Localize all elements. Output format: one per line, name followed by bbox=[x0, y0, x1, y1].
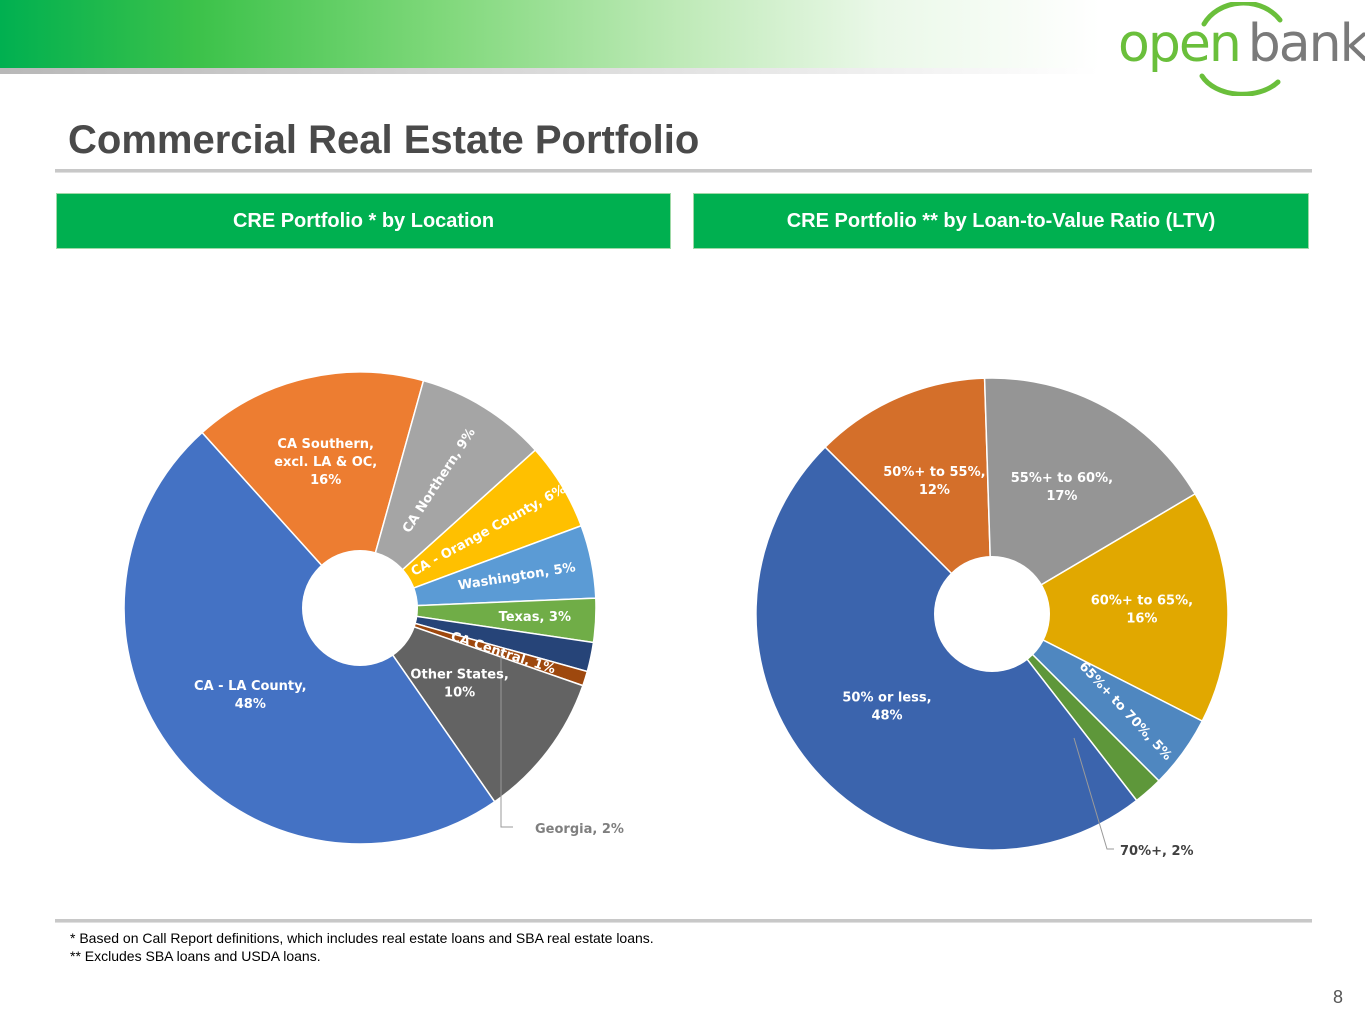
location-pie-chart: CA Southern, excl. LA & OC, 16% CA Northern… bbox=[123, 371, 624, 845]
pie-slice-ca-northern bbox=[358, 379, 537, 611]
header-band-shadow bbox=[0, 68, 1100, 74]
logo-open-text: open bbox=[1118, 14, 1242, 74]
footnote-1: * Based on Call Report definitions, whic… bbox=[70, 930, 654, 946]
header-gradient-band bbox=[0, 0, 1100, 70]
pie-slice-ca-southern-excl-la-oc bbox=[201, 371, 425, 610]
footnotes: * Based on Call Report definitions, whic… bbox=[70, 929, 654, 965]
data-label-60-to-65: 60%+ to 65%, 16% bbox=[1091, 593, 1193, 626]
leader-line-georgia bbox=[500, 650, 513, 828]
footnote-divider bbox=[55, 919, 1312, 922]
data-label-other-states: Other States, 10% bbox=[410, 667, 508, 700]
data-label-texas: Texas, 3% bbox=[499, 610, 571, 625]
pie-slice-ca-la-county bbox=[123, 431, 496, 845]
data-label-70: 70%+, 2% bbox=[1120, 844, 1194, 859]
data-label-50-to-55: 50%+ to 55%, 12% bbox=[883, 464, 985, 497]
data-label-georgia: Georgia, 2% bbox=[535, 822, 624, 837]
ltv-pie-chart: 50%+ to 55%, 12% 55%+ to 60%, 17% 60%+ to 65… bbox=[755, 377, 1229, 859]
pie-center-hole bbox=[302, 550, 418, 666]
ltv-panel-header: CRE Portfolio ** by Loan-to-Value Ratio … bbox=[693, 193, 1309, 249]
data-label-55-to-60: 55%+ to 60%, 17% bbox=[1011, 470, 1113, 503]
pie-slice-50-to-55 bbox=[824, 377, 993, 616]
pie-slice-60-to-65 bbox=[990, 492, 1229, 723]
location-panel-header: CRE Portfolio * by Location bbox=[56, 193, 671, 249]
data-label-ca-southern-excl-la-oc: CA Southern, excl. LA & OC, 16% bbox=[274, 437, 377, 488]
logo-bank-text: bank bbox=[1247, 14, 1365, 74]
page-title: Commercial Real Estate Portfolio bbox=[68, 118, 700, 162]
openbank-logo: open bank bbox=[1112, 2, 1365, 96]
leader-line-70 bbox=[1073, 737, 1114, 850]
pie-center-hole bbox=[934, 556, 1050, 672]
logo-swoosh-icon bbox=[1199, 2, 1283, 96]
page-number: 8 bbox=[1332, 987, 1343, 1007]
pie-slice-55-to-60 bbox=[983, 377, 1197, 616]
data-label-ca-la-county: CA - LA County, 48% bbox=[194, 679, 307, 712]
footnote-2: ** Excludes SBA loans and USDA loans. bbox=[70, 948, 321, 964]
title-divider bbox=[55, 169, 1312, 172]
logo-wordmark: open bank bbox=[1118, 14, 1365, 74]
data-label-50-or-less: 50% or less, 48% bbox=[842, 690, 931, 723]
